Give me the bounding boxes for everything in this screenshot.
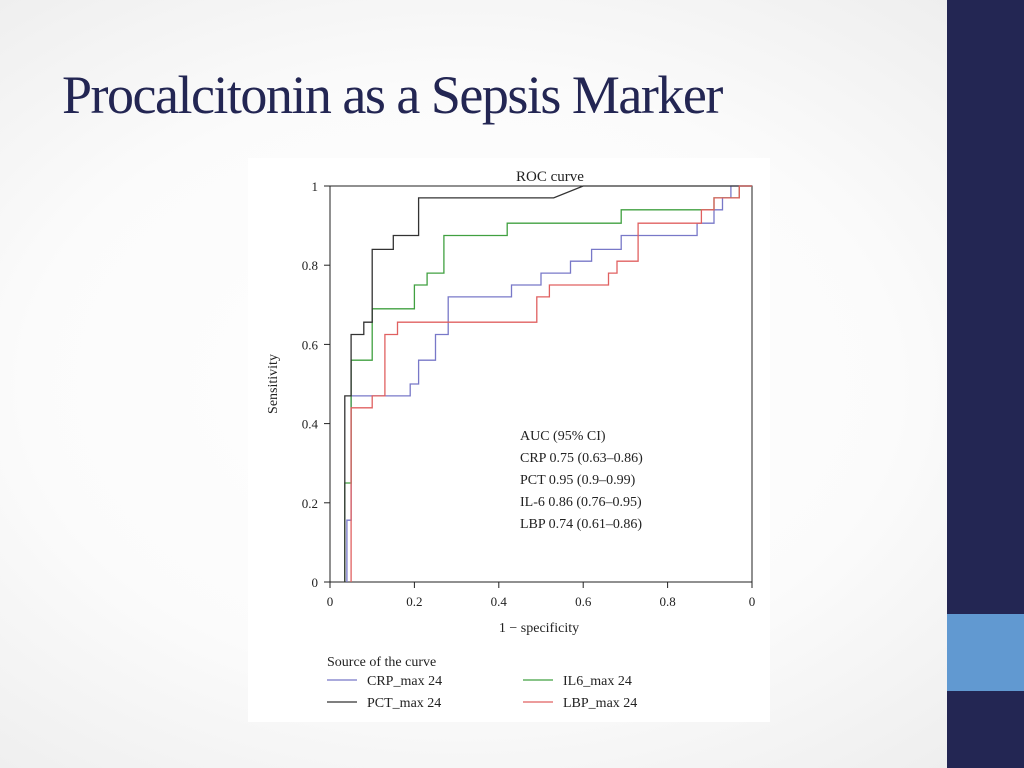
roc-chart: ROC curve 00.20.40.60.81 0 0.2 0.4 0.6 0.8 0 … — [266, 169, 756, 711]
legend-label-pct: PCT_max 24 — [367, 696, 441, 711]
sidebar-accent-block — [947, 614, 1024, 691]
y-tick-label: 0 — [312, 575, 319, 590]
y-axis-label: Sensitivity — [266, 354, 281, 414]
x-tick-label: 0.2 — [406, 594, 422, 609]
slide-title: Procalcitonin as a Sepsis Marker — [62, 65, 723, 125]
roc-series-lbp — [350, 185, 752, 582]
y-axis: 0 0.2 0.4 0.6 0.8 1 — [302, 179, 330, 590]
auc-box: AUC (95% CI) CRP 0.75 (0.63–0.86) PCT 0.… — [520, 429, 643, 532]
x-tick-label: 0 — [749, 594, 756, 609]
auc-line-crp: CRP 0.75 (0.63–0.86) — [520, 451, 643, 466]
y-tick-label: 0.2 — [302, 496, 318, 511]
roc-series-pct — [344, 185, 752, 582]
legend-title: Source of the curve — [327, 655, 436, 670]
y-tick-label: 0.4 — [302, 417, 319, 432]
x-tick-label: 0 — [327, 594, 334, 609]
chart-title: ROC curve — [516, 169, 584, 185]
x-axis: 0 0.2 0.4 0.6 0.8 0 — [327, 582, 756, 609]
roc-figure: ROC curve 0 0.2 0.4 0.6 0.8 1 0 0.2 0.4 0.6 0.8 0 … — [248, 158, 770, 722]
x-axis-label: 1 − specificity — [499, 621, 579, 636]
auc-line-pct: PCT 0.95 (0.9–0.99) — [520, 473, 636, 488]
legend: CRP_max 24 IL6_max 24 PCT_max 24 LBP_max 24 — [327, 674, 637, 711]
legend-label-crp: CRP_max 24 — [367, 674, 442, 689]
auc-heading: AUC (95% CI) — [520, 429, 606, 444]
y-tick-label: 0.8 — [302, 258, 318, 273]
x-tick-label: 0.4 — [491, 594, 508, 609]
legend-label-il6: IL6_max 24 — [563, 674, 632, 689]
y-tick-label: 0.6 — [302, 337, 319, 352]
y-tick-label: 1 — [312, 179, 319, 194]
auc-line-lbp: LBP 0.74 (0.61–0.86) — [520, 517, 642, 532]
series-layer — [344, 185, 752, 582]
auc-line-il6: IL-6 0.86 (0.76–0.95) — [520, 495, 642, 510]
x-tick-label: 0.8 — [659, 594, 675, 609]
x-tick-label: 0.6 — [575, 594, 592, 609]
legend-label-lbp: LBP_max 24 — [563, 696, 637, 711]
plot-frame — [329, 185, 753, 583]
